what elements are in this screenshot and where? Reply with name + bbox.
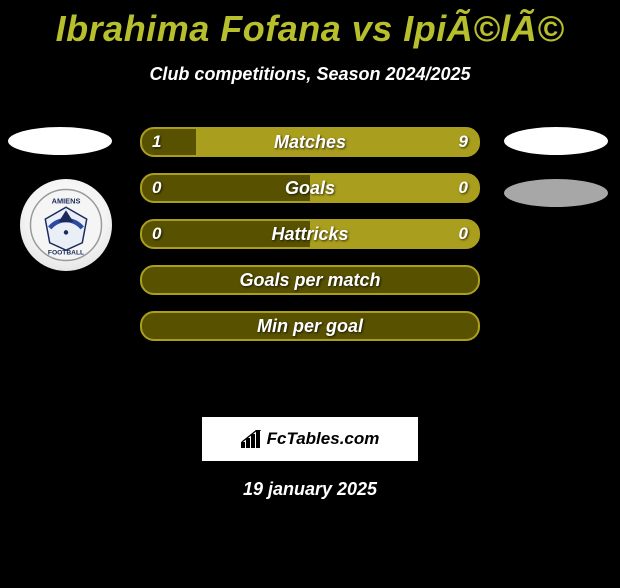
stat-row: Goals per match bbox=[140, 265, 480, 295]
fctables-logo-icon bbox=[241, 430, 263, 448]
stat-label: Goals per match bbox=[142, 267, 478, 293]
stat-label: Goals bbox=[142, 175, 478, 201]
stat-label: Min per goal bbox=[142, 313, 478, 339]
stat-right-value: 9 bbox=[459, 129, 468, 155]
left-flag-placeholder bbox=[8, 127, 112, 155]
stat-right-value: 0 bbox=[459, 221, 468, 247]
subtitle: Club competitions, Season 2024/2025 bbox=[0, 64, 620, 85]
stat-bars: Matches19Goals00Hattricks00Goals per mat… bbox=[140, 127, 480, 357]
page-title: Ibrahima Fofana vs IpiÃ©lÃ© bbox=[0, 8, 620, 50]
stat-right-value: 0 bbox=[459, 175, 468, 201]
right-club-placeholder bbox=[504, 179, 608, 207]
stat-left-value: 1 bbox=[152, 129, 161, 155]
attribution-label: FcTables.com bbox=[267, 429, 380, 449]
svg-text:AMIENS: AMIENS bbox=[52, 197, 81, 206]
stat-row: Matches1 9 bbox=[140, 127, 480, 157]
left-club-badge: AMIENS FOOTBALL bbox=[20, 179, 112, 271]
stat-row: Goals0 0 bbox=[140, 173, 480, 203]
stat-row: Hattricks0 0 bbox=[140, 219, 480, 249]
date-line: 19 january 2025 bbox=[0, 479, 620, 500]
stat-row: Min per goal bbox=[140, 311, 480, 341]
stat-left-value: 0 bbox=[152, 221, 161, 247]
stat-left-value: 0 bbox=[152, 175, 161, 201]
right-flag-placeholder bbox=[504, 127, 608, 155]
stat-label: Hattricks bbox=[142, 221, 478, 247]
comparison-chart: AMIENS FOOTBALL Matches19Goals00Hattrick… bbox=[0, 127, 620, 407]
amiens-badge-icon: AMIENS FOOTBALL bbox=[29, 188, 103, 262]
attribution-box: FcTables.com bbox=[202, 417, 418, 461]
stat-label: Matches bbox=[142, 129, 478, 155]
